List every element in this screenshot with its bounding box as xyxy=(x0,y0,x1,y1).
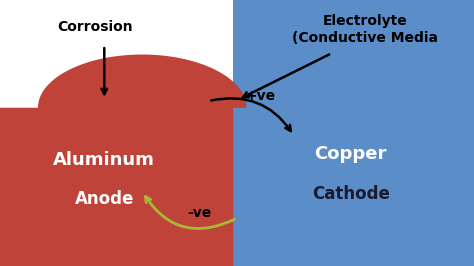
Text: Anode: Anode xyxy=(74,190,134,209)
Text: Corrosion: Corrosion xyxy=(57,20,133,34)
Text: +ve: +ve xyxy=(246,89,276,103)
Text: Aluminum: Aluminum xyxy=(54,151,155,169)
Text: Cathode: Cathode xyxy=(312,185,390,203)
Text: Copper: Copper xyxy=(315,145,387,163)
Polygon shape xyxy=(0,55,246,266)
Polygon shape xyxy=(233,0,474,266)
Text: -ve: -ve xyxy=(187,206,211,220)
Text: Electrolyte
(Conductive Media: Electrolyte (Conductive Media xyxy=(292,14,438,45)
